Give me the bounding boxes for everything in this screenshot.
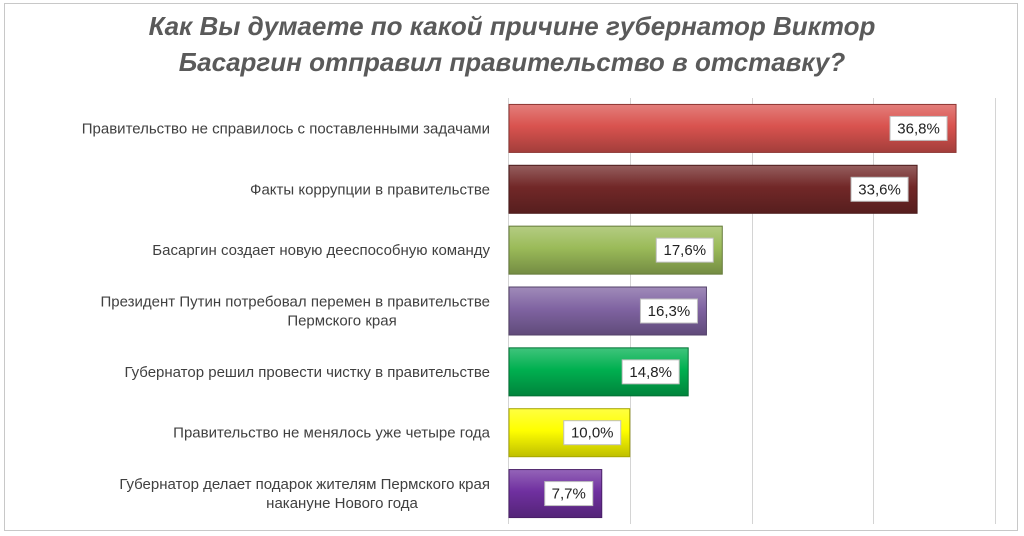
value-label: 33,6% (858, 181, 901, 198)
value-label-box (850, 176, 909, 202)
chart-title-line-1: Как Вы думаете по какой причине губернат… (148, 11, 876, 41)
value-label-box (655, 237, 714, 263)
value-label: 10,0% (571, 425, 614, 442)
category-label: Правительство не справилось с поставленн… (82, 120, 490, 137)
value-labels: 36,8% 33,6% 17,6% 16,3% 14,8% 10,0% 7,7% (544, 115, 948, 507)
category-label: Правительство не менялось уже четыре год… (173, 425, 490, 442)
bar (508, 164, 918, 214)
chart-title-line-2: Басаргин отправил правительство в отстав… (178, 47, 846, 77)
bar (508, 103, 957, 153)
category-label: Басаргин создает новую дееспособную кома… (152, 242, 490, 259)
category-label: Президент Путин потребовал перемен в пра… (101, 294, 490, 330)
value-label: 17,6% (664, 242, 707, 259)
value-label: 16,3% (648, 303, 691, 320)
bar (508, 225, 723, 275)
value-label: 14,8% (629, 364, 672, 381)
value-label-box (639, 298, 698, 324)
category-label: Факты коррупции в правительстве (250, 181, 490, 198)
category-label: Губернатор решил провести чистку в прави… (124, 364, 490, 381)
chart-title: Как Вы думаете по какой причине губернат… (0, 8, 1024, 80)
value-label-box (563, 420, 622, 446)
value-label-box (889, 115, 948, 141)
bars (508, 103, 957, 519)
category-labels: Правительство не справилось с поставленн… (82, 120, 491, 512)
value-label-box (621, 359, 680, 385)
value-label: 7,7% (552, 486, 586, 503)
value-label: 36,8% (897, 120, 940, 137)
category-label: Губернатор делает подарок жителям Пермск… (119, 476, 490, 512)
value-label-box (544, 481, 594, 507)
